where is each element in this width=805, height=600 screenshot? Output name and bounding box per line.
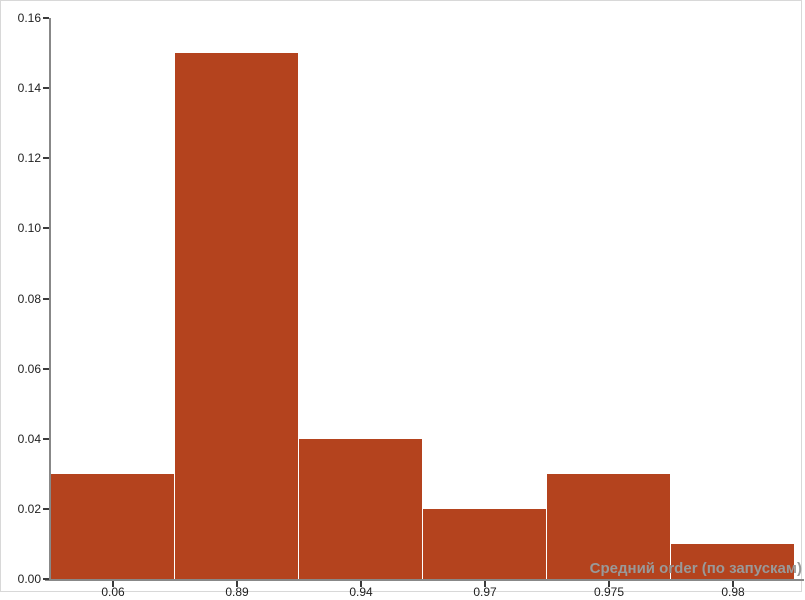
bar-0.97 [423,508,546,579]
y-axis-tick [43,297,49,300]
y-axis-tick [43,437,49,440]
y-axis-tick-label: 0.00 [17,572,41,586]
y-axis-tick-label: 0.16 [17,11,41,25]
x-axis-tick-label: 0.98 [721,585,745,599]
y-axis-tick-label: 0.10 [17,221,41,236]
bar-0.94 [299,438,422,579]
x-axis-tick [236,581,238,587]
bar-0.975 [547,473,670,579]
x-axis-title: Средний order (по запускам) [589,560,802,577]
x-axis-tick [360,581,362,587]
x-axis-tick [484,581,486,587]
x-axis-tick-label: 0.06 [101,585,125,599]
y-axis-line [49,18,51,581]
y-axis-tick-label: 0.12 [17,151,41,166]
y-axis-tick [43,157,49,160]
x-axis-tick-label: 0.89 [225,585,249,599]
y-axis-tick-label: 0.06 [17,361,41,376]
y-axis-tick [43,367,49,370]
y-axis-tick [43,227,49,230]
bar-0.89 [175,53,298,579]
y-axis-tick-label: 0.02 [17,501,41,516]
y-axis-tick [43,578,49,580]
x-axis-tick [608,581,610,587]
x-axis-tick-label: 0.975 [593,585,625,599]
x-axis-tick [732,581,734,587]
y-axis-tick-label: 0.08 [17,291,41,306]
x-axis-tick-label: 0.94 [349,585,373,599]
bar-0.98 [671,543,794,579]
bar-0.06 [51,473,174,579]
y-axis-tick-label: 0.14 [17,81,41,96]
y-axis-tick [43,507,49,510]
y-axis-tick [43,87,49,90]
x-axis-tick-label: 0.97 [473,585,497,599]
x-axis-line [45,579,804,581]
plot-area: Средний order (по запускам) 0.06 0.89 0.94… [18,11,804,599]
y-axis-tick-label: 0.04 [17,431,41,446]
x-axis-tick [112,581,114,587]
y-axis-tick [43,17,49,19]
